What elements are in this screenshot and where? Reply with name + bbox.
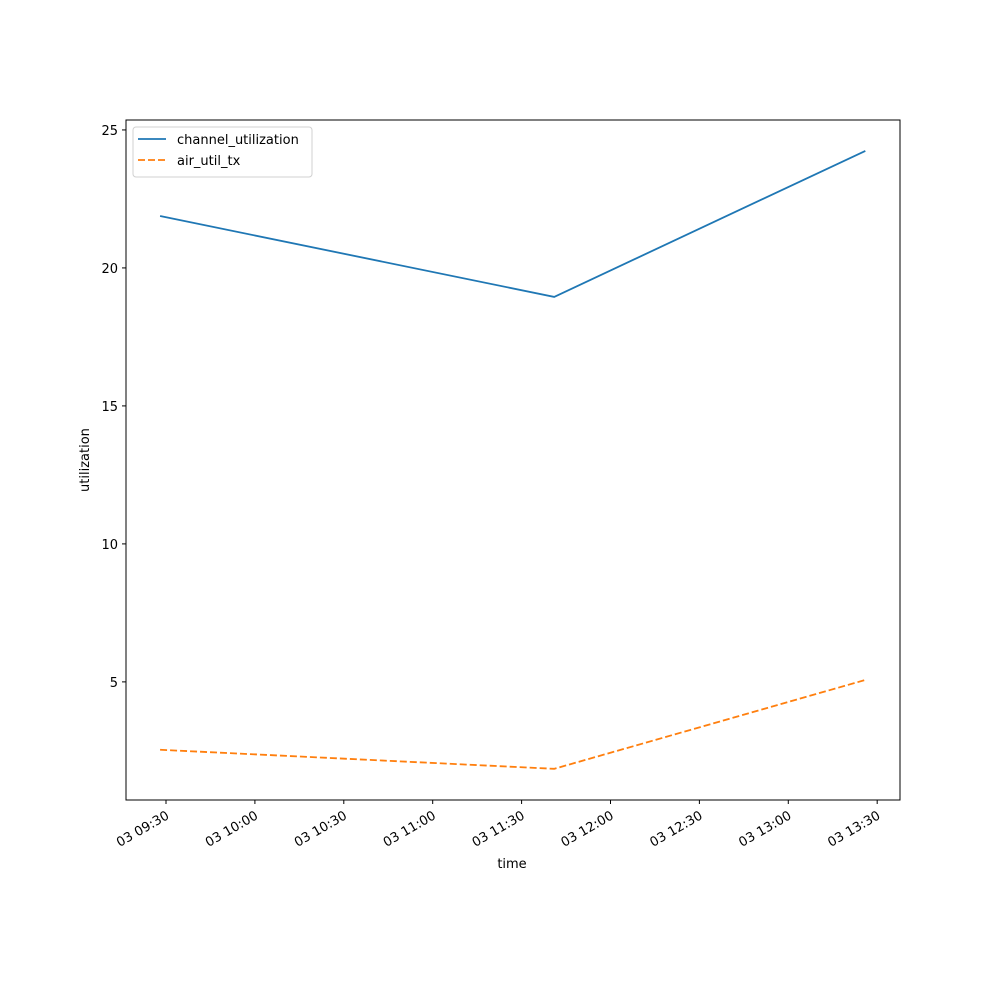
line-series	[160, 679, 866, 770]
y-axis-label: utilization	[78, 428, 93, 492]
legend-label: air_util_tx	[177, 154, 241, 169]
x-axis-label: time	[497, 857, 526, 872]
y-tick-label: 10	[101, 538, 118, 553]
line-series	[159, 150, 866, 298]
plot-frame	[125, 119, 901, 801]
legend-box	[132, 126, 313, 178]
y-tick-label: 25	[101, 124, 118, 139]
y-tick-label: 20	[101, 262, 118, 277]
legend-label: channel_utilization	[177, 133, 299, 148]
y-tick-label: 15	[101, 400, 118, 415]
y-tick-label: 5	[110, 676, 118, 691]
